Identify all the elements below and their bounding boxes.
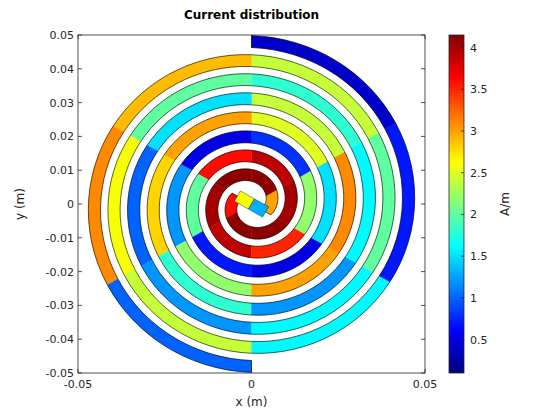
colorbar-tick [461, 256, 464, 257]
current-cell [362, 133, 395, 273]
current-cell [215, 169, 251, 190]
x-tick-label: 0.05 [413, 378, 438, 391]
current-cell [206, 184, 226, 228]
y-tick [78, 170, 82, 171]
current-cell [209, 222, 251, 258]
plot-area [78, 35, 425, 373]
current-cell [328, 152, 355, 253]
figure: -0.0500.05-0.05-0.04-0.03-0.02-0.0100.01… [0, 0, 560, 420]
current-cell [252, 93, 345, 158]
y-axis-label: y (m) [13, 188, 27, 220]
y-tick [421, 102, 425, 103]
y-tick [78, 102, 82, 103]
y-tick [421, 68, 425, 69]
y-tick [421, 373, 425, 374]
y-tick-label: -0.01 [46, 232, 74, 245]
y-tick-label: 0.02 [50, 130, 75, 143]
x-axis-label: x (m) [236, 395, 268, 409]
x-tick [251, 35, 252, 39]
current-cell [186, 174, 208, 237]
y-tick [421, 35, 425, 36]
axes-frame [78, 35, 425, 373]
colorbar-tick [461, 130, 464, 131]
y-tick-label: -0.05 [46, 367, 74, 380]
y-tick [78, 237, 82, 238]
y-tick [421, 305, 425, 306]
colorbar-tick [461, 339, 464, 340]
current-cell [88, 126, 123, 285]
current-cell [294, 171, 316, 234]
plot-marks [88, 36, 414, 373]
y-tick-label: 0 [67, 198, 74, 211]
y-tick-label: -0.03 [46, 299, 74, 312]
colorbar-tick [461, 214, 464, 215]
y-tick [78, 339, 82, 340]
colorbar-label: A/m [498, 192, 512, 216]
x-tick [78, 369, 79, 373]
y-tick [78, 35, 82, 36]
y-tick-label: 0.01 [50, 164, 75, 177]
y-tick-label: 0.05 [50, 29, 75, 42]
colorbar-tick-label: 3 [470, 125, 477, 138]
current-cell [252, 219, 288, 240]
colorbar: 0.5 1 1.5 2 2.5 3 3.5 4 A/m [449, 35, 512, 373]
x-tick [78, 35, 79, 39]
colorbar-tick [461, 89, 464, 90]
colorbar-tick-label: 2 [470, 208, 477, 221]
feed-cell [248, 199, 268, 217]
y-tick [78, 136, 82, 137]
y-tick-label: 0.04 [50, 63, 75, 76]
title: Current distribution [184, 8, 319, 22]
y-tick [421, 170, 425, 171]
current-cell [252, 55, 379, 139]
colorbar-tick-label: 4 [470, 42, 477, 55]
y-tick [78, 373, 82, 374]
y-tick [78, 204, 82, 205]
current-cell [147, 93, 251, 151]
colorbar-tick-label: 0.5 [470, 334, 488, 347]
arm-outline [88, 55, 395, 373]
colorbar-scale [449, 35, 464, 373]
y-tick [421, 237, 425, 238]
current-cell [128, 145, 158, 266]
x-tick [251, 369, 252, 373]
y-tick [78, 68, 82, 69]
y-tick-label: -0.04 [46, 333, 74, 346]
colorbar-tick-label: 3.5 [470, 83, 488, 96]
colorbar-tick-label: 2.5 [470, 167, 488, 180]
x-tick [425, 35, 426, 39]
y-tick [78, 305, 82, 306]
axes: -0.0500.05-0.05-0.04-0.03-0.02-0.0100.01… [46, 29, 438, 391]
colorbar-tick-label: 1.5 [470, 250, 488, 263]
current-cell [175, 241, 251, 296]
colorbar-tick [461, 297, 464, 298]
y-tick [421, 136, 425, 137]
y-tick [78, 271, 82, 272]
colorbar-tick [461, 47, 464, 48]
x-tick [425, 369, 426, 373]
colorbar-tick-label: 1 [470, 292, 477, 305]
y-tick-label: -0.02 [46, 266, 74, 279]
y-tick [421, 204, 425, 205]
x-tick-label: 0 [248, 378, 255, 391]
y-tick [421, 271, 425, 272]
y-tick-label: 0.03 [50, 97, 75, 110]
colorbar-tick [461, 172, 464, 173]
arm-outline [108, 36, 415, 354]
y-tick [421, 339, 425, 340]
current-cell [277, 180, 297, 224]
current-cell [141, 260, 251, 334]
current-cell [113, 55, 251, 132]
